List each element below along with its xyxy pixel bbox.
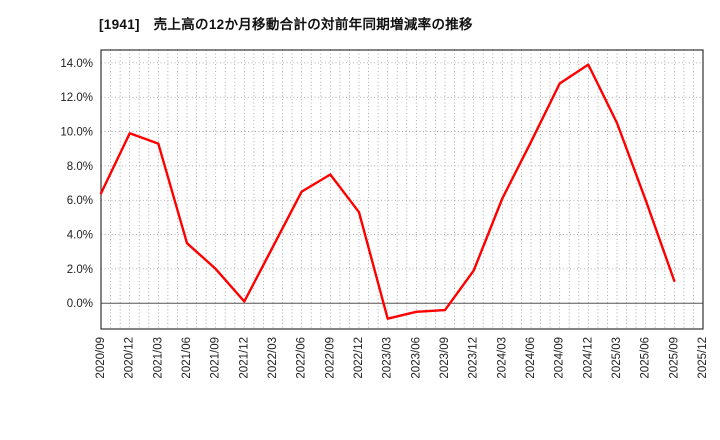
x-tick-label: 2025/09 bbox=[668, 337, 680, 379]
x-tick-label: 2025/06 bbox=[640, 337, 652, 379]
y-tick-label: 0.0% bbox=[67, 298, 93, 310]
x-tick-label: 2024/03 bbox=[496, 337, 508, 379]
series-line bbox=[99, 63, 676, 320]
y-tick-label: 4.0% bbox=[67, 230, 93, 242]
y-tick-label: 14.0% bbox=[60, 58, 93, 70]
y-tick-label: 6.0% bbox=[67, 195, 93, 207]
y-tick-label: 2.0% bbox=[67, 264, 93, 276]
x-tick-label: 2023/09 bbox=[439, 337, 451, 379]
x-tick-label: 2023/06 bbox=[410, 337, 422, 379]
x-tick-label: 2024/09 bbox=[554, 337, 566, 379]
x-tick-label: 2024/12 bbox=[582, 337, 594, 379]
y-tick-label: 12.0% bbox=[60, 92, 93, 104]
x-tick-label: 2021/12 bbox=[238, 337, 250, 379]
y-tick-label: 8.0% bbox=[67, 161, 93, 173]
x-tick-label: 2021/06 bbox=[181, 337, 193, 379]
x-tick-label: 2023/03 bbox=[382, 337, 394, 379]
x-tick-label: 2022/09 bbox=[324, 337, 336, 379]
x-tick-label: 2021/03 bbox=[152, 337, 164, 379]
y-tick-label: 10.0% bbox=[60, 127, 93, 139]
x-tick-label: 2024/06 bbox=[525, 337, 537, 379]
x-tick-label: 2023/12 bbox=[468, 337, 480, 379]
x-tick-label: 2020/12 bbox=[124, 337, 136, 379]
x-tick-label: 2022/12 bbox=[353, 337, 365, 379]
x-tick-label: 2025/03 bbox=[611, 337, 623, 379]
x-tick-label: 2022/06 bbox=[296, 337, 308, 379]
plot-border bbox=[100, 49, 704, 330]
x-tick-label: 2020/09 bbox=[95, 337, 107, 379]
x-tick-label: 2022/03 bbox=[267, 337, 279, 379]
x-tick-label: 2021/09 bbox=[210, 337, 222, 379]
x-tick-label: 2025/12 bbox=[697, 337, 709, 379]
chart-title: [1941] 売上高の12か月移動合計の対前年同期増減率の推移 bbox=[99, 17, 473, 32]
